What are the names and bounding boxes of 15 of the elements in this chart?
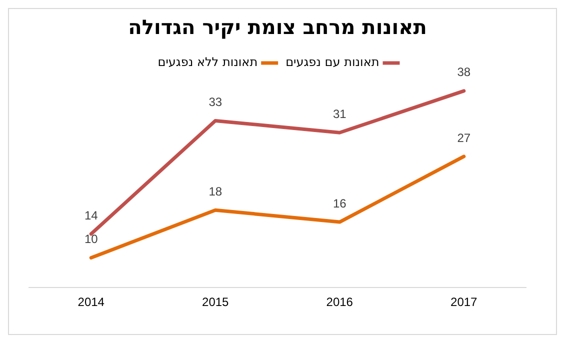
data-label: 27 <box>457 130 471 145</box>
x-tick-label: 2016 <box>326 295 354 310</box>
data-label: 31 <box>332 106 347 121</box>
data-label: 18 <box>208 184 222 198</box>
x-tick-label: 2014 <box>78 295 105 310</box>
legend-label: תאונות ללא נפגעים <box>158 55 258 70</box>
data-label: 14 <box>84 208 98 222</box>
x-tick-label: 2017 <box>450 295 478 310</box>
x-tick-label: 2015 <box>202 295 230 310</box>
data-label: 38 <box>457 65 471 80</box>
legend-label: תאונות עם נפגעים <box>286 55 380 70</box>
data-label: 10 <box>84 232 98 246</box>
data-label: 33 <box>208 95 222 110</box>
chart-title: תאונות מרחב צומת יקיר הגדולה <box>128 15 427 40</box>
data-label: 16 <box>332 196 347 210</box>
